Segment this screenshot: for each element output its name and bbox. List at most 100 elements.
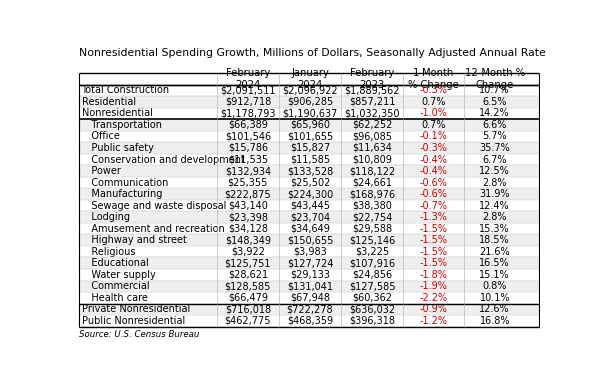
Text: 12.4%: 12.4% [479, 201, 510, 211]
Text: $168,976: $168,976 [349, 189, 395, 199]
Text: $396,318: $396,318 [349, 316, 395, 326]
Text: -1.0%: -1.0% [420, 108, 448, 119]
Text: $912,718: $912,718 [225, 97, 271, 107]
Text: $2,091,511: $2,091,511 [220, 85, 275, 95]
Text: $128,585: $128,585 [225, 281, 271, 291]
Text: $132,934: $132,934 [225, 166, 271, 176]
Text: $24,661: $24,661 [352, 178, 392, 188]
Bar [79, 96, 539, 108]
Text: Private Nonresidential: Private Nonresidential [82, 304, 190, 314]
Text: Communication: Communication [82, 178, 168, 188]
Text: $66,479: $66,479 [228, 293, 268, 303]
Text: -1.5%: -1.5% [420, 258, 448, 268]
Text: $34,128: $34,128 [228, 223, 268, 234]
Text: $25,355: $25,355 [228, 178, 268, 188]
Text: -1.3%: -1.3% [420, 212, 448, 222]
Text: $150,655: $150,655 [287, 235, 333, 245]
Bar [79, 234, 539, 246]
Text: $65,960: $65,960 [290, 120, 330, 130]
Text: $10,809: $10,809 [352, 154, 392, 164]
Text: -0.3%: -0.3% [420, 85, 448, 95]
Bar [79, 281, 539, 292]
Text: $107,916: $107,916 [349, 258, 395, 268]
Text: $716,018: $716,018 [225, 304, 271, 314]
Text: $15,827: $15,827 [290, 143, 330, 153]
Text: $23,398: $23,398 [228, 212, 268, 222]
Text: $38,380: $38,380 [352, 201, 392, 211]
Bar [79, 119, 539, 131]
Text: 10.7%: 10.7% [479, 85, 510, 95]
Text: $118,122: $118,122 [349, 166, 395, 176]
Text: $462,775: $462,775 [224, 316, 271, 326]
Text: Nonresidential: Nonresidential [82, 108, 152, 119]
Text: $66,389: $66,389 [228, 120, 268, 130]
Text: $60,362: $60,362 [352, 293, 392, 303]
Text: 15.3%: 15.3% [479, 223, 510, 234]
Bar [79, 269, 539, 281]
Text: -0.4%: -0.4% [420, 154, 448, 164]
Text: $636,032: $636,032 [349, 304, 395, 314]
Bar [79, 108, 539, 119]
Bar [79, 177, 539, 188]
Text: $23,704: $23,704 [290, 212, 330, 222]
Text: $67,948: $67,948 [290, 293, 330, 303]
Text: $15,786: $15,786 [228, 143, 268, 153]
Text: -0.6%: -0.6% [420, 189, 448, 199]
Text: $224,300: $224,300 [287, 189, 333, 199]
Text: 2.8%: 2.8% [482, 178, 507, 188]
Bar [79, 315, 539, 327]
Text: Sewage and waste disposal: Sewage and waste disposal [82, 201, 226, 211]
Text: 16.5%: 16.5% [479, 258, 510, 268]
Bar [79, 131, 539, 142]
Text: Highway and street: Highway and street [82, 235, 187, 245]
Text: Conservation and development: Conservation and development [82, 154, 244, 164]
Text: 14.2%: 14.2% [479, 108, 510, 119]
Text: $468,359: $468,359 [287, 316, 333, 326]
Text: $101,655: $101,655 [287, 132, 333, 141]
Text: $43,140: $43,140 [228, 201, 268, 211]
Bar [79, 257, 539, 269]
Text: $62,252: $62,252 [352, 120, 392, 130]
Text: -1.9%: -1.9% [420, 281, 448, 291]
Text: February
2023: February 2023 [350, 68, 394, 90]
Text: Water supply: Water supply [82, 270, 155, 280]
Text: 6.6%: 6.6% [482, 120, 507, 130]
Text: Amusement and recreation: Amusement and recreation [82, 223, 224, 234]
Text: -0.7%: -0.7% [420, 201, 448, 211]
Text: $131,041: $131,041 [287, 281, 333, 291]
Text: -0.1%: -0.1% [420, 132, 448, 141]
Text: $11,634: $11,634 [352, 143, 392, 153]
Text: Source: U.S. Census Bureau: Source: U.S. Census Bureau [79, 330, 199, 339]
Text: Power: Power [82, 166, 121, 176]
Text: 35.7%: 35.7% [479, 143, 510, 153]
Text: $101,546: $101,546 [225, 132, 271, 141]
Text: $29,588: $29,588 [352, 223, 392, 234]
Text: $722,278: $722,278 [287, 304, 334, 314]
Text: $222,875: $222,875 [224, 189, 271, 199]
Text: $43,445: $43,445 [290, 201, 330, 211]
Text: 12.6%: 12.6% [479, 304, 510, 314]
Text: $1,032,350: $1,032,350 [344, 108, 400, 119]
Text: 15.1%: 15.1% [479, 270, 510, 280]
Text: Educational: Educational [82, 258, 148, 268]
Text: Nonresidential Spending Growth, Millions of Dollars, Seasonally Adjusted Annual : Nonresidential Spending Growth, Millions… [79, 48, 545, 58]
Text: -1.8%: -1.8% [420, 270, 448, 280]
Text: -1.5%: -1.5% [420, 223, 448, 234]
Text: 2.8%: 2.8% [482, 212, 507, 222]
Text: $3,983: $3,983 [293, 247, 327, 257]
Text: $96,085: $96,085 [352, 132, 392, 141]
Bar [79, 223, 539, 234]
Text: Residential: Residential [82, 97, 136, 107]
Text: 0.7%: 0.7% [422, 120, 446, 130]
Text: $1,889,562: $1,889,562 [344, 85, 400, 95]
Text: 0.8%: 0.8% [482, 281, 507, 291]
Text: $29,133: $29,133 [290, 270, 330, 280]
Text: 18.5%: 18.5% [479, 235, 510, 245]
Text: -0.9%: -0.9% [420, 304, 448, 314]
Text: Public Nonresidential: Public Nonresidential [82, 316, 185, 326]
Text: $22,754: $22,754 [352, 212, 392, 222]
Text: Commercial: Commercial [82, 281, 149, 291]
Text: Manufacturing: Manufacturing [82, 189, 162, 199]
Text: 1-Month
% Change: 1-Month % Change [409, 68, 459, 90]
Bar [79, 200, 539, 212]
